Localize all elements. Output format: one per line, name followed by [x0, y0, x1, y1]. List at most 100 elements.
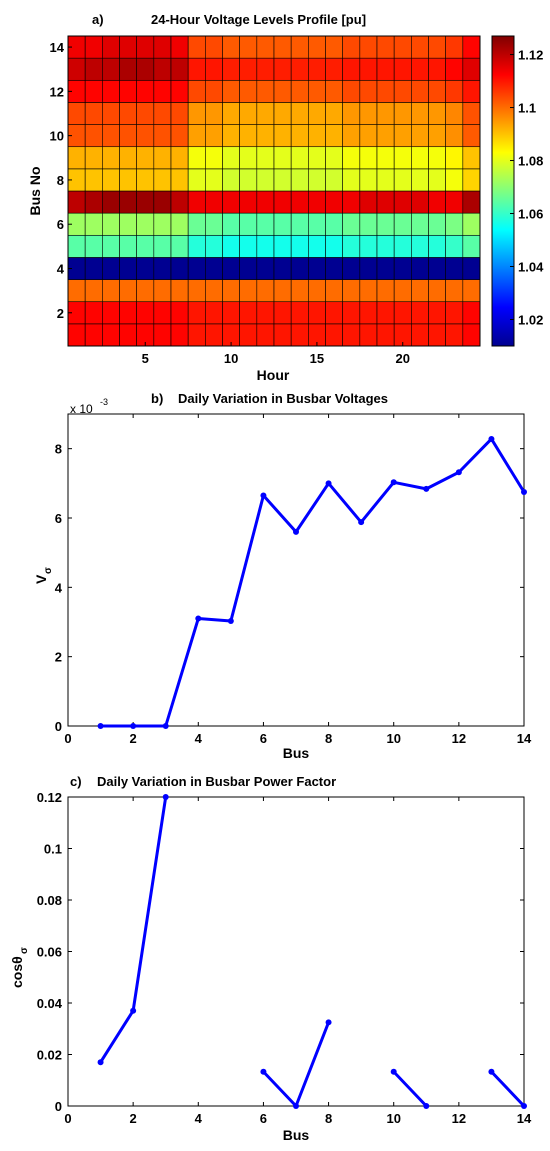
heatmap-cells: [67, 35, 481, 347]
colorbar-tick-label: 1.04: [518, 260, 544, 275]
heatmap-cell: [393, 301, 412, 325]
heatmap-cell: [153, 234, 172, 258]
heatmap-cell: [376, 35, 395, 59]
x-tick-label: 12: [452, 731, 466, 746]
heatmap-cell: [153, 79, 172, 103]
heatmap-cell: [290, 323, 309, 347]
panel-b-y-axis-label: V σ: [33, 567, 54, 584]
heatmap-cell: [428, 234, 446, 258]
x-tick-label: 20: [396, 351, 410, 366]
heatmap-cell: [84, 323, 103, 347]
heatmap-cell: [239, 323, 258, 347]
heatmap-cell: [462, 212, 481, 236]
heatmap-cell: [205, 102, 223, 125]
heatmap-cell: [119, 279, 137, 303]
heatmap-cell: [411, 212, 429, 236]
heatmap-cell: [325, 79, 343, 103]
heatmap-cell: [222, 190, 240, 214]
series-point: [423, 1103, 430, 1109]
series-point: [97, 1059, 104, 1066]
heatmap-cell: [342, 124, 361, 148]
heatmap-cell: [222, 168, 240, 192]
heatmap-cell: [273, 35, 292, 59]
heatmap-cell: [84, 234, 103, 258]
x-tick-label: 12: [452, 1111, 466, 1126]
heatmap-cell: [290, 79, 309, 103]
x-tick-label: 10: [224, 351, 238, 366]
heatmap-cell: [325, 301, 343, 325]
heatmap-cell: [222, 257, 240, 280]
y-tick-label: 12: [50, 84, 64, 99]
heatmap-cell: [290, 234, 309, 258]
series-point: [455, 469, 462, 476]
heatmap-cell: [359, 79, 378, 103]
heatmap-y-axis-label: Bus No: [27, 167, 43, 216]
heatmap-cell: [445, 168, 464, 192]
heatmap-cell: [170, 279, 189, 303]
heatmap-cell: [445, 190, 464, 214]
heatmap-cell: [308, 257, 326, 280]
series-point: [390, 1068, 397, 1075]
heatmap-cell: [342, 146, 361, 170]
panel-c-line-chart: c) Daily Variation in Busbar Power Facto…: [9, 774, 532, 1143]
power-factor-variation-series: [97, 794, 527, 1109]
heatmap-cell: [445, 146, 464, 170]
panel-a-title: 24-Hour Voltage Levels Profile [pu]: [151, 12, 366, 27]
heatmap-cell: [462, 79, 481, 103]
heatmap-cell: [67, 279, 86, 303]
heatmap-cell: [411, 57, 429, 81]
y-tick-label: 0.02: [37, 1048, 62, 1063]
series-point: [358, 519, 365, 526]
heatmap-cell: [445, 279, 464, 303]
heatmap-cell: [239, 190, 258, 214]
heatmap-cell: [84, 190, 103, 214]
heatmap-cell: [187, 301, 206, 325]
heatmap-cell: [170, 212, 189, 236]
heatmap-cell: [428, 57, 446, 81]
heatmap-cell: [359, 35, 378, 59]
heatmap-cell: [256, 234, 275, 258]
heatmap-cell: [325, 35, 343, 59]
heatmap-cell: [393, 79, 412, 103]
panel-c-label: c): [70, 774, 82, 789]
x-tick-label: 10: [386, 731, 400, 746]
heatmap-cell: [205, 234, 223, 258]
series-line-segment: [489, 437, 526, 494]
heatmap-cell: [239, 279, 258, 303]
series-point: [488, 1068, 495, 1075]
series-point: [162, 723, 169, 729]
series-line-segment: [99, 1009, 135, 1064]
heatmap-cell: [359, 323, 378, 347]
heatmap-cell: [153, 279, 172, 303]
panel-c-title: Daily Variation in Busbar Power Factor: [97, 774, 336, 789]
heatmap-cell: [256, 323, 275, 347]
heatmap-cell: [153, 102, 172, 125]
heatmap-cell: [222, 124, 240, 148]
heatmap-cell: [359, 234, 378, 258]
x-tick-label: 6: [260, 731, 267, 746]
heatmap-cell: [428, 190, 446, 214]
heatmap-cell: [342, 301, 361, 325]
panel-c-x-ticks: 0 2 4 6 8 10 12 14: [64, 797, 532, 1126]
x-tick-label: 8: [325, 731, 332, 746]
y-tick-label: 2: [55, 650, 62, 665]
heatmap-cell: [428, 212, 446, 236]
heatmap-cell: [273, 124, 292, 148]
heatmap-cell: [445, 257, 464, 280]
y-tick-label: 0.06: [37, 945, 62, 960]
series-point: [260, 492, 267, 499]
heatmap-cell: [256, 168, 275, 192]
heatmap-cell: [428, 257, 446, 280]
heatmap-cell: [84, 124, 103, 148]
heatmap-cell: [102, 190, 120, 214]
heatmap-cell: [462, 146, 481, 170]
heatmap-cell: [256, 102, 275, 125]
heatmap-cell: [170, 323, 189, 347]
heatmap-cell: [205, 168, 223, 192]
heatmap-cell: [376, 124, 395, 148]
heatmap-cell: [376, 301, 395, 325]
heatmap-cell: [273, 212, 292, 236]
y-exponent-power: -3: [100, 397, 108, 407]
heatmap-cell: [102, 57, 120, 81]
